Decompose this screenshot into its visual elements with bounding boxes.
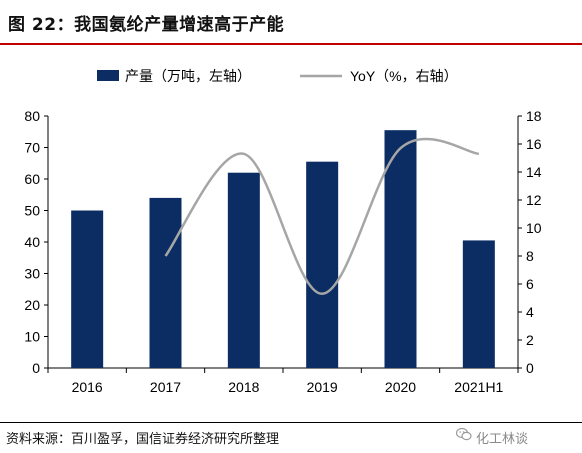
- right-tick-label: 2: [526, 332, 534, 348]
- left-tick-label: 50: [24, 203, 40, 219]
- right-tick-label: 14: [526, 164, 542, 180]
- legend-swatch-production: [97, 70, 119, 81]
- left-tick-label: 40: [24, 234, 40, 250]
- wechat-icon: [456, 427, 472, 441]
- left-tick-label: 30: [24, 266, 40, 282]
- right-tick-label: 18: [526, 108, 542, 124]
- watermark: 化工林谈: [476, 432, 529, 447]
- x-tick-label: 2018: [228, 379, 259, 395]
- left-tick-label: 80: [24, 108, 40, 124]
- source-note: 资料来源：百川盈孚，国信证券经济研究所整理: [6, 432, 280, 447]
- x-tick-label: 2017: [150, 379, 181, 395]
- left-tick-label: 70: [24, 140, 40, 156]
- figure-title: 图 22：我国氨纶产量增速高于产能: [8, 15, 285, 35]
- left-tick-label: 20: [24, 297, 40, 313]
- right-tick-label: 12: [526, 192, 542, 208]
- right-tick-label: 8: [526, 248, 534, 264]
- right-tick-label: 0: [526, 360, 534, 376]
- left-tick-label: 10: [24, 329, 40, 345]
- x-tick-label: 2019: [307, 379, 338, 395]
- x-tick-label: 2021H1: [454, 379, 503, 395]
- yoy-line: [164, 137, 480, 296]
- legend-label-production: 产量（万吨，左轴）: [125, 68, 251, 84]
- bar-2018: [227, 172, 260, 368]
- x-tick-label: 2020: [385, 379, 416, 395]
- bar-2020: [384, 130, 417, 368]
- x-tick-label: 2016: [72, 379, 103, 395]
- bar-2016: [71, 210, 104, 368]
- right-tick-label: 6: [526, 276, 534, 292]
- right-tick-label: 4: [526, 304, 534, 320]
- chart: 0 10 20 30 40 50 60 70 80 0 2 4 6 8 10 12 14 16 18 2016 2017…: [24, 68, 542, 395]
- left-tick-label: 60: [24, 171, 40, 187]
- title-rule: [0, 43, 582, 45]
- bar-2019: [306, 161, 339, 368]
- right-tick-label: 10: [526, 220, 542, 236]
- right-tick-label: 16: [526, 136, 542, 152]
- bar-2021H1: [462, 240, 495, 368]
- left-tick-label: 0: [32, 360, 40, 376]
- bar-2017: [149, 197, 182, 368]
- legend-label-yoy: YoY（%，右轴）: [350, 68, 458, 84]
- source-rule: [0, 422, 582, 423]
